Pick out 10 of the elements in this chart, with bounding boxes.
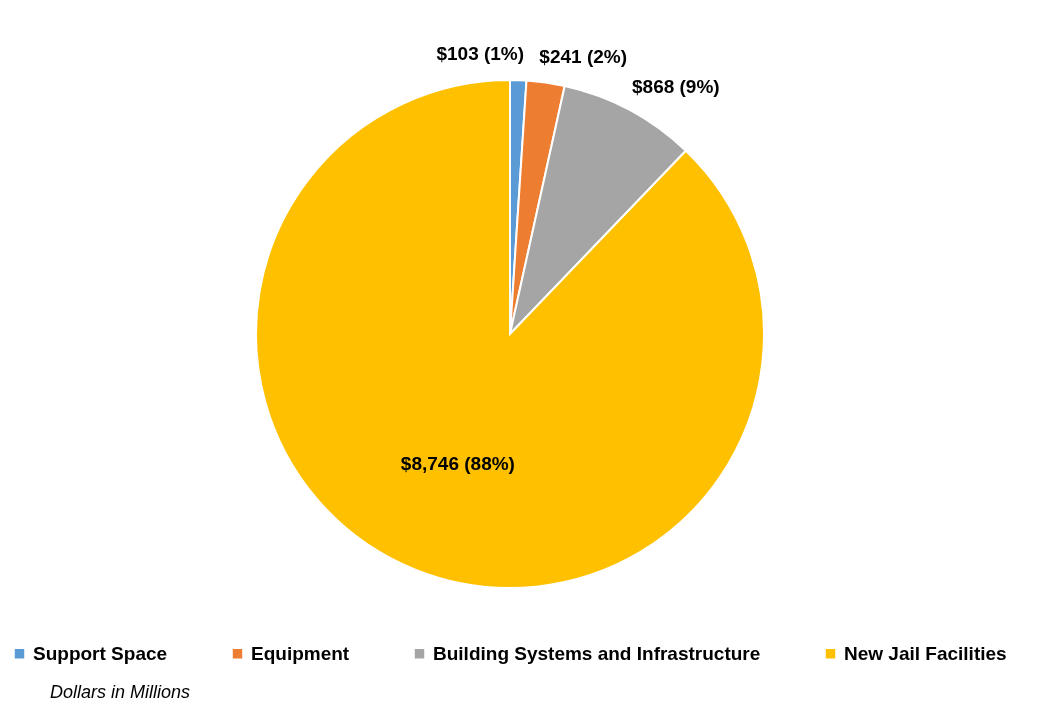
text: Dollars in Millions: [50, 682, 191, 702]
pie-slice: [255, 79, 765, 589]
legend-label: New Jail Facilities: [844, 642, 1007, 664]
data-label: $241 (2%): [539, 45, 628, 67]
data-label: $103 (1%): [436, 43, 525, 65]
data-label: $868 (9%): [632, 76, 720, 98]
data-label: $8,746 (88%): [400, 452, 515, 474]
legend-label: Support Space: [33, 642, 168, 664]
legend-label: Building Systems and Infrastructure: [433, 642, 761, 664]
legend-label: Equipment: [251, 642, 350, 664]
